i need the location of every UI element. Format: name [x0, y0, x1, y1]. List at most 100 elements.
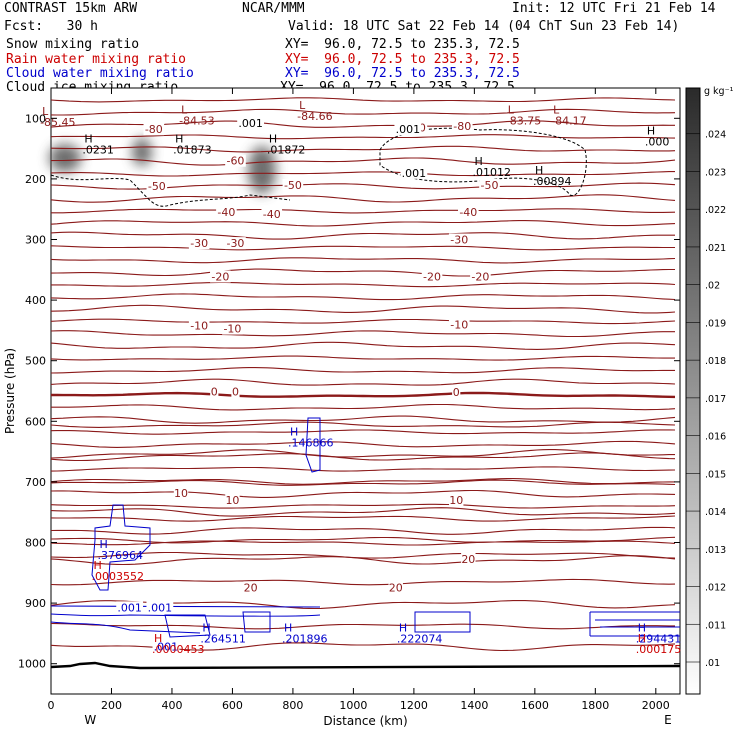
- colorbar-label-6: .016: [705, 432, 726, 443]
- isotherm-line-28: [50, 440, 676, 448]
- isotherm-label-3: -60: [226, 155, 244, 168]
- field-cloudwater-name: Cloud water mixing ratio: [6, 66, 194, 81]
- cloud-water-contour-8: [589, 611, 680, 637]
- colorbar-label-0: .01: [705, 658, 720, 669]
- isotherm-label-24: 10: [449, 494, 463, 507]
- isotherm-line-37: [50, 551, 676, 559]
- colorbar-label-11: .021: [705, 243, 726, 254]
- extremum-marker-6: H: [175, 132, 183, 145]
- isotherm-line-9: [51, 208, 676, 214]
- field-rain-xy: XY= 96.0, 72.5 to 235.3, 72.5: [285, 52, 520, 67]
- extremum-marker-17: H: [154, 632, 162, 645]
- isotherm-line-13: [50, 257, 676, 264]
- snow-shading-2: [248, 146, 276, 194]
- isotherm-line-24: [51, 391, 676, 399]
- cloud-water-contour-0: [91, 504, 151, 591]
- snow-shading-0: [49, 144, 81, 172]
- isotherm-label-15: -20: [471, 270, 489, 283]
- isotherm-label-5: -50: [284, 179, 302, 192]
- extremum-value-11: .146866: [288, 437, 334, 450]
- cloud-ice-label-1: .001: [396, 123, 421, 136]
- isotherm-line-19: [50, 330, 675, 338]
- isotherm-line-14: [50, 268, 675, 277]
- plot-frame: [50, 87, 681, 695]
- isotherm-label-17: -10: [223, 323, 241, 336]
- extremum-marker-13: H: [93, 559, 101, 572]
- colorbar-label-4: .014: [705, 507, 726, 518]
- isotherm-line-23: [50, 378, 676, 386]
- extremum-value-13: .0003552: [91, 570, 144, 583]
- cloud-ice-label-2: .001: [402, 167, 427, 180]
- cloud-ice-contour-0: [50, 174, 291, 207]
- colorbar-label-14: .024: [705, 130, 726, 141]
- isotherm-line-0: [50, 97, 676, 103]
- extremum-marker-1: L: [181, 103, 188, 116]
- extremum-marker-18: H: [638, 621, 646, 634]
- colorbar-label-13: .023: [705, 167, 726, 178]
- isotherm-label-10: -30: [190, 237, 208, 250]
- extremum-marker-14: H: [202, 621, 210, 634]
- cloud-water-label-0: .001: [117, 601, 142, 614]
- isotherm-label-27: 20: [461, 553, 475, 566]
- isotherm-line-20: [50, 341, 676, 350]
- isotherm-line-31: [50, 478, 675, 485]
- cloud-ice-label-0: .001: [238, 117, 263, 130]
- colorbar-label-2: .012: [705, 583, 726, 594]
- x-tick-label-1: 200: [101, 699, 122, 712]
- y-tick-label-0: 100: [25, 112, 46, 125]
- x-tick-label-8: 1600: [521, 699, 549, 712]
- extremum-marker-12: H: [100, 538, 108, 551]
- x-tick-label-5: 1000: [339, 699, 367, 712]
- extremum-marker-2: L: [299, 99, 306, 112]
- extremum-value-10: .00894: [533, 175, 572, 188]
- extremum-marker-8: H: [647, 125, 655, 138]
- y-tick-label-6: 700: [25, 476, 46, 489]
- y-tick-label-7: 800: [25, 537, 46, 550]
- extremum-value-5: .0231: [82, 143, 114, 156]
- cloud-water-contour-1: [305, 417, 321, 473]
- colorbar-label-10: .02: [705, 281, 720, 292]
- isotherm-line-36: [50, 540, 676, 546]
- header-line1-mid: NCAR/MMM: [242, 1, 305, 16]
- isotherm-label-9: -40: [459, 206, 477, 219]
- field-snow-xy: XY= 96.0, 72.5 to 235.3, 72.5: [285, 37, 520, 52]
- y-tick-label-2: 300: [25, 234, 46, 247]
- field-snow-name: Snow mixing ratio: [6, 37, 140, 52]
- extremum-value-2: -84.66: [297, 110, 332, 123]
- cloud-water-contour-2: [50, 605, 321, 608]
- isotherm-label-6: -50: [481, 179, 499, 192]
- x-tick-label-4: 800: [282, 699, 303, 712]
- x-tick-label-10: 2000: [642, 699, 670, 712]
- isotherm-label-13: -20: [211, 270, 229, 283]
- extremum-value-1: -84.53: [179, 114, 214, 127]
- extremum-value-15: .201896: [282, 632, 328, 645]
- isotherm-label-12: -30: [450, 234, 468, 247]
- cloud-water-label-1: .001: [148, 601, 173, 614]
- y-axis-label: Pressure (hPa): [3, 348, 17, 434]
- isotherm-lower-1: [50, 449, 675, 459]
- cloud-water-contour-5: [164, 614, 211, 638]
- isotherm-line-26: [50, 415, 676, 424]
- extremum-value-18: .294431: [636, 632, 682, 645]
- isotherm-lower-2: [50, 479, 676, 486]
- cloud-water-contour-4: [50, 621, 201, 634]
- isotherm-label-11: -30: [226, 237, 244, 250]
- extremum-marker-19: H: [638, 632, 646, 645]
- isotherm-line-27: [50, 429, 676, 435]
- isotherm-line-29: [50, 452, 676, 462]
- extremum-marker-4: L: [553, 103, 560, 116]
- extremum-value-7: .01872: [267, 143, 306, 156]
- x-tick-label-2: 400: [161, 699, 182, 712]
- extremum-value-9: .01012: [473, 166, 512, 179]
- header-line2-left: Fcst: 30 h: [4, 19, 98, 34]
- isotherm-lower-8: [50, 622, 675, 630]
- isotherm-label-26: 20: [389, 581, 403, 594]
- isotherm-line-5: [50, 157, 676, 166]
- isotherm-lower-5: [50, 555, 676, 566]
- isotherm-line-22: [50, 367, 675, 374]
- extremum-marker-7: H: [269, 132, 277, 145]
- isotherm-label-23: 10: [225, 494, 239, 507]
- isotherm-label-20: 0: [232, 386, 239, 399]
- isotherm-label-18: -10: [450, 318, 468, 331]
